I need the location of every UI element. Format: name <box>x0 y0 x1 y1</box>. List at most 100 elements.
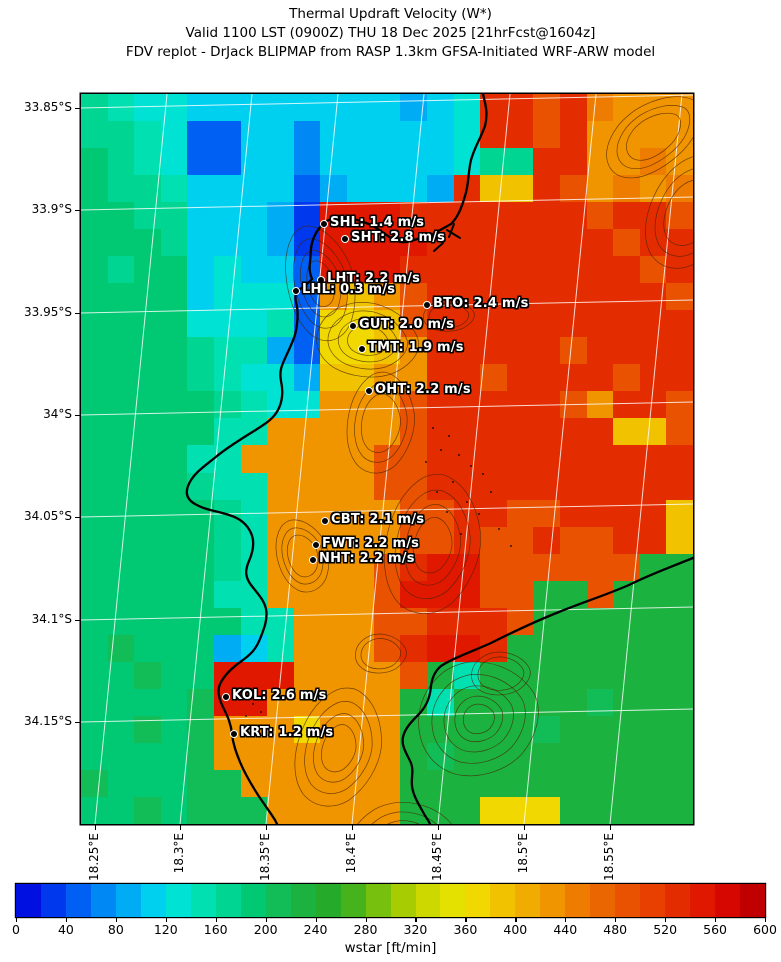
raster-cell <box>480 526 508 555</box>
colorbar-segment <box>265 884 291 917</box>
raster-cell <box>400 121 428 149</box>
lon-tick-label: 18.4°E <box>344 833 358 874</box>
raster-cell <box>160 661 189 690</box>
raster-cell <box>347 580 375 609</box>
raster-cell <box>586 796 614 824</box>
terrain-dot <box>425 461 427 463</box>
raster-cell <box>480 796 508 824</box>
raster-cell <box>293 148 322 176</box>
raster-cell <box>533 769 561 798</box>
raster-cell <box>107 148 135 176</box>
raster-cell <box>533 283 561 312</box>
colorbar-tick-mark <box>665 918 667 922</box>
plot-valid-time: Valid 1100 LST (0900Z) THU 18 Dec 2025 [… <box>185 25 596 41</box>
raster-cell <box>506 283 535 312</box>
raster-cell <box>559 337 588 366</box>
colorbar-segment <box>440 884 466 917</box>
raster-cell <box>293 715 322 744</box>
colorbar-label: wstar [ft/min] <box>344 940 437 956</box>
raster-cell <box>400 661 428 690</box>
map-panel: SHL: 1.4 m/s SHT: 2.8 m/s LHT: 2.2 m/s LHL:… <box>81 94 693 824</box>
raster-cell <box>187 256 215 285</box>
raster-cell <box>160 175 189 203</box>
raster-cell <box>400 256 428 285</box>
raster-cell <box>480 175 508 203</box>
raster-cell <box>559 175 588 203</box>
raster-cell <box>400 445 428 474</box>
raster-cell <box>187 634 215 663</box>
raster-cell <box>347 553 375 582</box>
raster-cell <box>134 796 162 824</box>
gridline <box>609 94 683 824</box>
raster-cell <box>293 94 322 122</box>
raster-cell <box>320 796 348 824</box>
raster-cell <box>320 607 348 636</box>
raster-cell <box>613 715 641 744</box>
raster-cell <box>267 148 295 176</box>
raster-cell <box>81 283 109 312</box>
colorbar-segment <box>390 884 416 917</box>
lon-tick-mark <box>352 825 354 830</box>
raster-cell <box>373 607 402 636</box>
terrain-dot <box>466 501 468 503</box>
contour-line <box>293 245 348 321</box>
raster-cell <box>267 688 295 717</box>
raster-cell <box>400 580 428 609</box>
colorbar-tick-mark <box>565 918 567 922</box>
raster-cell <box>506 634 535 663</box>
raster-cell <box>187 229 215 257</box>
colorbar-segment <box>140 884 166 917</box>
contour-line <box>361 638 401 668</box>
raster-cell <box>107 580 135 609</box>
raster-cell <box>613 202 641 230</box>
raster-cell <box>426 715 455 744</box>
colorbar-segment <box>540 884 566 917</box>
station-dot <box>349 322 357 330</box>
raster-cell <box>107 202 135 230</box>
raster-cell <box>347 472 375 501</box>
raster-cell <box>506 310 535 339</box>
colorbar-tick-label: 240 <box>303 922 328 937</box>
raster-cell <box>559 472 588 501</box>
lon-tick-label: 18.3°E <box>172 833 186 874</box>
colorbar-tick-mark <box>415 918 417 922</box>
raster-cell <box>240 229 269 257</box>
raster-cell <box>613 796 641 824</box>
raster-cell <box>267 418 295 447</box>
raster-cell <box>666 688 693 717</box>
contour-line <box>632 144 693 281</box>
raster-cell <box>639 580 668 609</box>
raster-cell <box>666 283 693 312</box>
raster-cell <box>107 688 135 717</box>
raster-cell <box>426 148 455 176</box>
raster-cell <box>267 337 295 366</box>
colorbar <box>16 884 766 917</box>
raster-cell <box>240 553 269 582</box>
raster-cell <box>134 94 162 122</box>
raster-cell <box>187 391 215 420</box>
raster-cell <box>666 445 693 474</box>
raster-cell <box>240 445 269 474</box>
raster-cell <box>320 634 348 663</box>
raster-cell <box>293 796 322 824</box>
coastline-west <box>185 94 488 824</box>
raster-cell <box>347 796 375 824</box>
raster-cell <box>400 688 428 717</box>
raster-cell <box>347 391 375 420</box>
raster-cell <box>240 337 269 366</box>
raster-cell <box>214 580 242 609</box>
raster-cell <box>533 526 561 555</box>
lon-tick-mark <box>438 825 440 830</box>
raster-cell <box>480 310 508 339</box>
raster-cell <box>480 202 508 230</box>
raster-cell <box>506 580 535 609</box>
colorbar-segment <box>190 884 216 917</box>
lat-tick-mark <box>75 722 80 724</box>
raster-cell <box>187 661 215 690</box>
colorbar-segment <box>65 884 91 917</box>
raster-cell <box>506 202 535 230</box>
raster-cell <box>81 229 109 257</box>
raster-cell <box>214 553 242 582</box>
raster-cell <box>134 607 162 636</box>
raster-cell <box>453 94 481 122</box>
